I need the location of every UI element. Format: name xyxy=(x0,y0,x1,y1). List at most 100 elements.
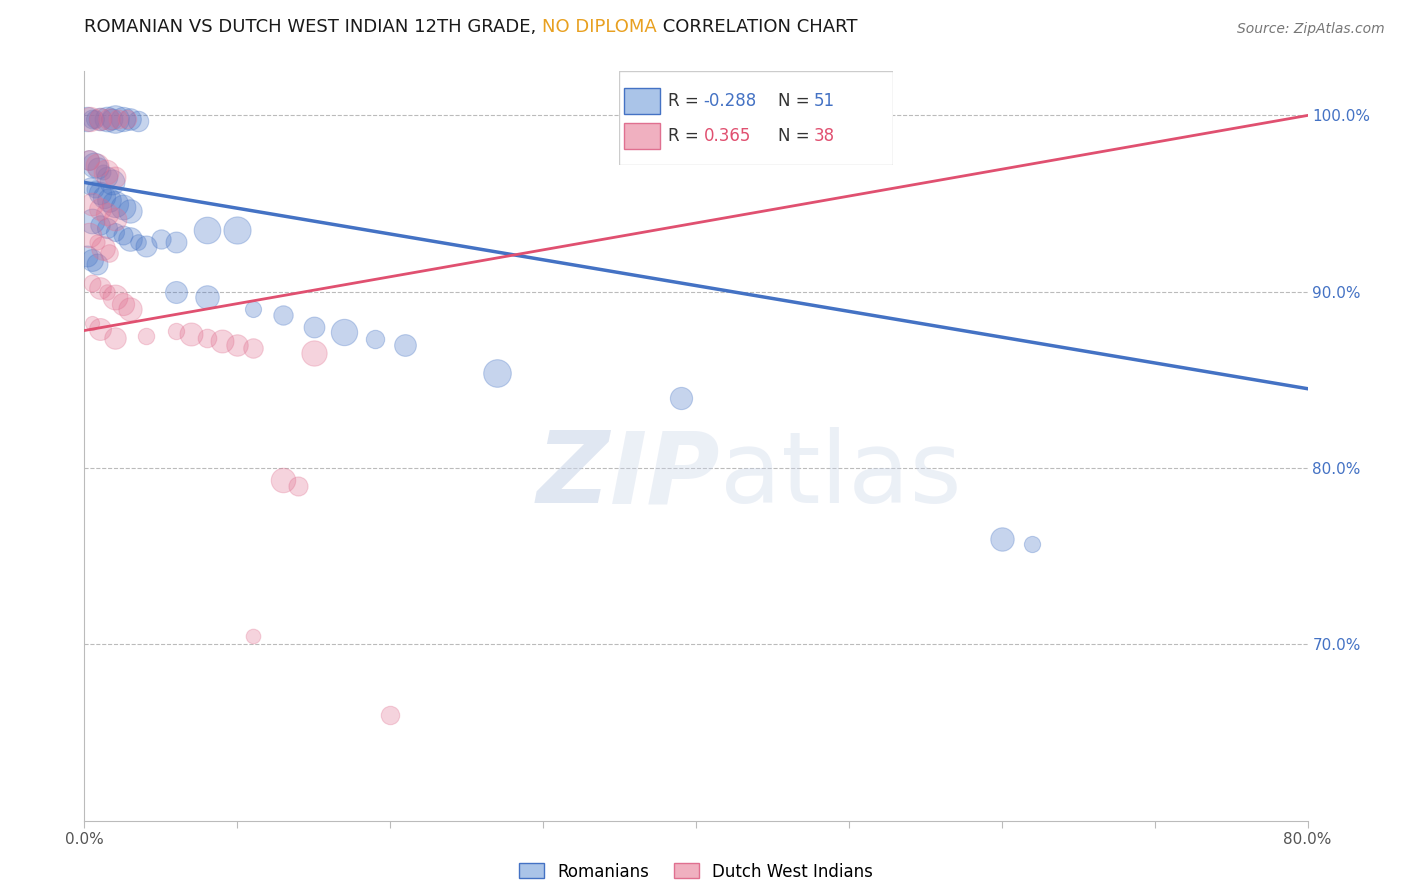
Text: R =: R = xyxy=(668,127,709,145)
Point xyxy=(669,391,692,405)
Text: R =: R = xyxy=(668,92,704,110)
Point xyxy=(120,302,142,317)
Point xyxy=(96,207,118,221)
Text: N =: N = xyxy=(778,127,814,145)
Point xyxy=(127,113,149,128)
Point xyxy=(195,330,218,344)
Point xyxy=(104,112,127,126)
Point xyxy=(84,182,107,196)
Point xyxy=(149,232,172,246)
Point xyxy=(83,158,105,172)
Point xyxy=(89,322,111,336)
Point xyxy=(89,202,111,216)
Point xyxy=(271,308,294,322)
Point xyxy=(302,320,325,334)
Point xyxy=(104,196,127,211)
Point xyxy=(1021,537,1043,551)
Point xyxy=(89,281,111,295)
Point xyxy=(77,228,100,243)
Point xyxy=(107,112,129,126)
Point xyxy=(271,474,294,488)
Point xyxy=(104,212,127,227)
Point xyxy=(101,112,124,126)
Point xyxy=(165,324,187,338)
Point xyxy=(91,165,114,179)
Point xyxy=(364,332,387,346)
Point xyxy=(89,218,111,232)
Point xyxy=(242,341,264,355)
Point xyxy=(76,250,98,264)
Point xyxy=(195,223,218,237)
Point xyxy=(97,112,120,126)
Point xyxy=(84,112,107,126)
Point xyxy=(120,112,142,126)
Point xyxy=(86,235,108,250)
Point xyxy=(96,112,118,126)
Point xyxy=(104,170,127,185)
Point xyxy=(287,478,309,492)
Point xyxy=(226,223,249,237)
Point xyxy=(80,196,103,211)
Point xyxy=(104,330,127,344)
Point xyxy=(86,256,108,270)
Point xyxy=(111,200,134,214)
Point xyxy=(120,203,142,218)
Point xyxy=(226,337,249,351)
Text: N =: N = xyxy=(778,92,814,110)
Point xyxy=(80,276,103,290)
Point xyxy=(333,326,356,340)
Point xyxy=(94,165,117,179)
Point xyxy=(242,302,264,317)
Point xyxy=(97,193,120,207)
Text: IP: IP xyxy=(610,427,721,524)
Point xyxy=(86,158,108,172)
Point xyxy=(80,112,103,126)
FancyBboxPatch shape xyxy=(624,87,659,113)
Point xyxy=(127,235,149,250)
Text: ROMANIAN VS DUTCH WEST INDIAN 12TH GRADE,: ROMANIAN VS DUTCH WEST INDIAN 12TH GRADE… xyxy=(84,18,543,36)
Text: NO DIPLOMA: NO DIPLOMA xyxy=(543,18,657,36)
Point xyxy=(76,112,98,126)
Text: 0.365: 0.365 xyxy=(703,127,751,145)
Point xyxy=(380,707,402,722)
Point xyxy=(80,317,103,331)
FancyBboxPatch shape xyxy=(619,71,893,165)
Point xyxy=(111,297,134,311)
Point xyxy=(96,285,118,299)
Point xyxy=(91,241,114,255)
Point xyxy=(165,285,187,299)
Point xyxy=(79,178,101,193)
Point xyxy=(165,235,187,250)
Point xyxy=(394,337,416,351)
Point xyxy=(195,290,218,304)
Point xyxy=(79,112,101,126)
Text: -0.288: -0.288 xyxy=(703,92,756,110)
Point xyxy=(101,176,124,190)
Point xyxy=(135,328,157,343)
Point xyxy=(120,232,142,246)
Point xyxy=(89,112,111,126)
Point xyxy=(486,366,509,380)
Point xyxy=(111,228,134,243)
Text: CORRELATION CHART: CORRELATION CHART xyxy=(657,18,858,36)
Point xyxy=(97,246,120,260)
Point xyxy=(180,326,202,341)
Point xyxy=(111,112,134,126)
Text: 51: 51 xyxy=(813,92,834,110)
Text: Z: Z xyxy=(537,427,609,524)
Point xyxy=(135,239,157,253)
Point xyxy=(80,252,103,267)
FancyBboxPatch shape xyxy=(624,123,659,149)
Point xyxy=(93,189,115,203)
Text: 38: 38 xyxy=(813,127,834,145)
Point xyxy=(96,170,118,185)
Text: atlas: atlas xyxy=(720,427,962,524)
Point xyxy=(211,334,233,348)
Point xyxy=(87,161,110,176)
Point xyxy=(80,214,103,228)
Point xyxy=(104,225,127,239)
Point xyxy=(77,153,100,167)
Point xyxy=(96,221,118,235)
Point xyxy=(77,153,100,167)
Point xyxy=(302,346,325,360)
